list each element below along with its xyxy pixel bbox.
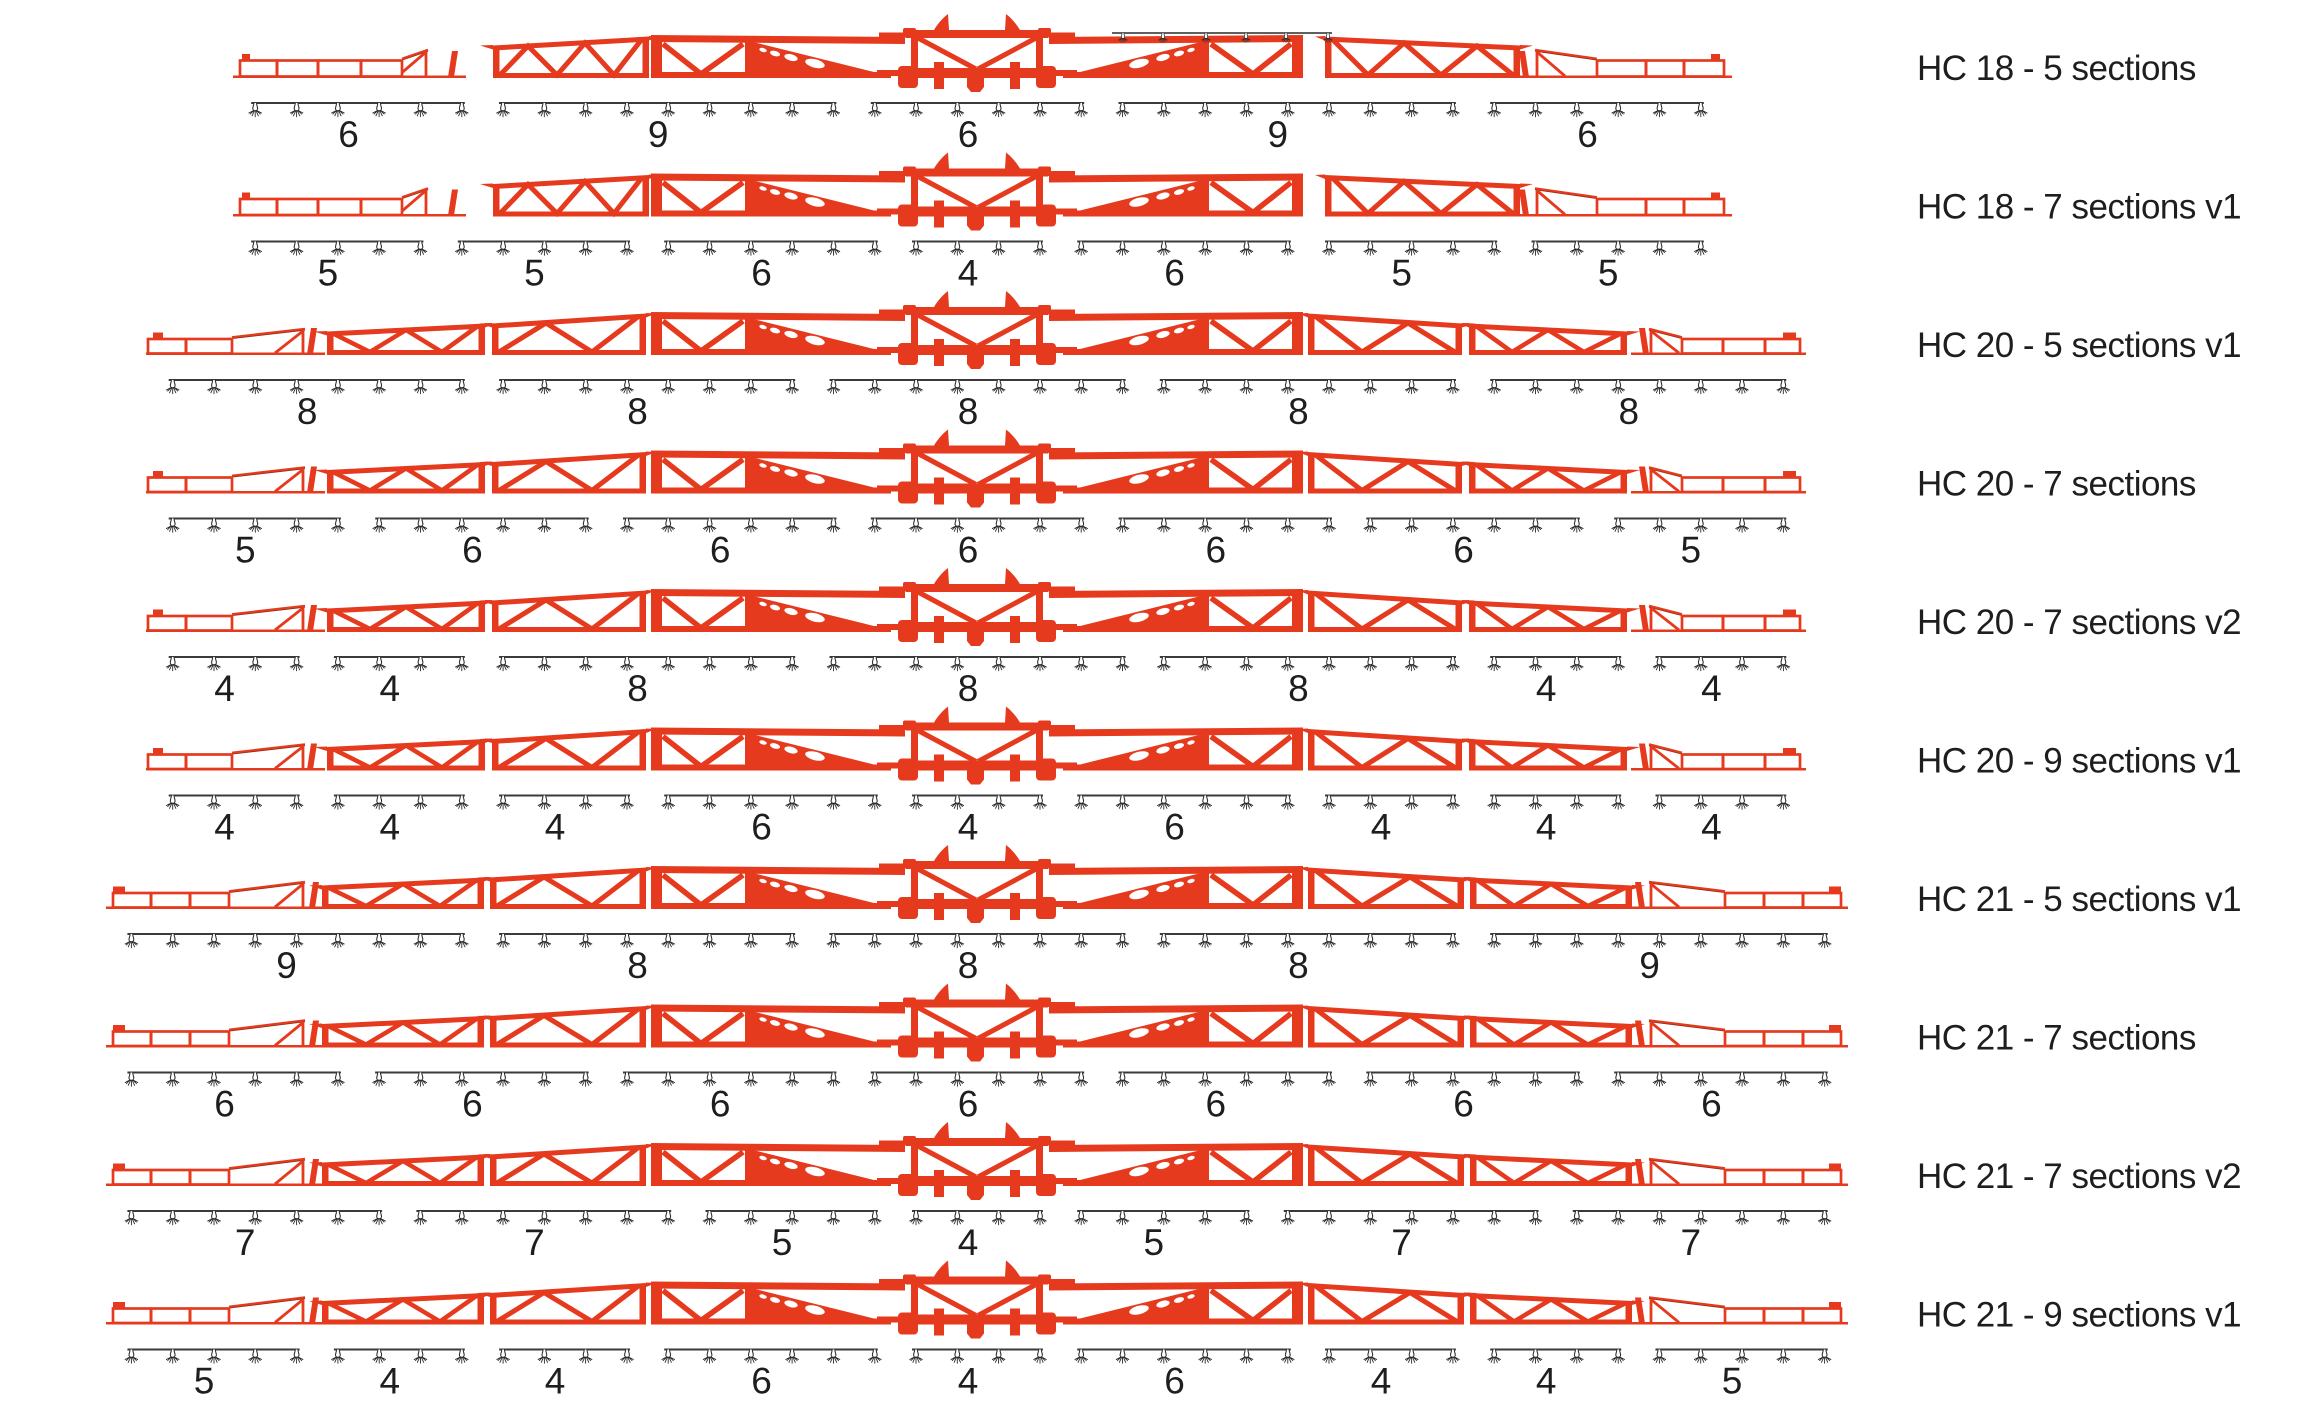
svg-text:9: 9 [276, 945, 297, 986]
svg-text:HC 21 - 9 sections v1: HC 21 - 9 sections v1 [1917, 1296, 2241, 1335]
svg-text:4: 4 [1701, 668, 1722, 709]
svg-text:8: 8 [627, 945, 648, 986]
svg-text:8: 8 [627, 668, 648, 709]
svg-text:8: 8 [1619, 391, 1640, 432]
svg-text:4: 4 [958, 253, 979, 294]
svg-text:8: 8 [958, 391, 979, 432]
svg-text:6: 6 [710, 1084, 731, 1125]
svg-text:6: 6 [958, 114, 979, 155]
svg-text:9: 9 [1268, 114, 1289, 155]
svg-text:4: 4 [214, 807, 235, 848]
svg-text:6: 6 [751, 1361, 772, 1402]
svg-text:7: 7 [1391, 1222, 1412, 1263]
svg-text:4: 4 [1371, 1361, 1392, 1402]
svg-text:6: 6 [1206, 1084, 1227, 1125]
svg-text:4: 4 [214, 668, 235, 709]
svg-text:6: 6 [710, 530, 731, 571]
svg-text:5: 5 [235, 530, 256, 571]
svg-text:6: 6 [1164, 807, 1185, 848]
svg-text:6: 6 [1453, 1084, 1474, 1125]
svg-text:6: 6 [1206, 530, 1227, 571]
svg-text:7: 7 [524, 1222, 545, 1263]
svg-text:4: 4 [380, 807, 401, 848]
svg-text:HC 20 - 9 sections v1: HC 20 - 9 sections v1 [1917, 742, 2241, 781]
svg-text:8: 8 [297, 391, 318, 432]
svg-text:4: 4 [958, 1222, 979, 1263]
svg-text:6: 6 [1453, 530, 1474, 571]
svg-text:5: 5 [1144, 1222, 1165, 1263]
svg-text:5: 5 [1722, 1361, 1743, 1402]
svg-text:5: 5 [318, 253, 339, 294]
svg-text:6: 6 [958, 1084, 979, 1125]
svg-text:6: 6 [338, 114, 359, 155]
svg-text:9: 9 [648, 114, 669, 155]
svg-text:6: 6 [1164, 1361, 1185, 1402]
svg-text:HC 21 - 7 sections v2: HC 21 - 7 sections v2 [1917, 1157, 2241, 1196]
svg-text:8: 8 [627, 391, 648, 432]
svg-text:7: 7 [235, 1222, 256, 1263]
svg-text:6: 6 [214, 1084, 235, 1125]
svg-text:4: 4 [1536, 1361, 1557, 1402]
svg-text:5: 5 [772, 1222, 793, 1263]
svg-text:9: 9 [1639, 945, 1660, 986]
svg-text:4: 4 [380, 668, 401, 709]
svg-text:6: 6 [1577, 114, 1598, 155]
svg-text:6: 6 [1164, 253, 1185, 294]
svg-text:HC 20 - 5 sections v1: HC 20 - 5 sections v1 [1917, 326, 2241, 365]
svg-text:6: 6 [462, 1084, 483, 1125]
svg-text:6: 6 [1701, 1084, 1722, 1125]
svg-text:HC 20 - 7 sections v2: HC 20 - 7 sections v2 [1917, 603, 2241, 642]
svg-text:HC 18 - 7 sections v1: HC 18 - 7 sections v1 [1917, 188, 2241, 227]
svg-text:5: 5 [524, 253, 545, 294]
svg-text:4: 4 [380, 1361, 401, 1402]
svg-text:4: 4 [1536, 807, 1557, 848]
svg-text:4: 4 [1536, 668, 1557, 709]
svg-text:6: 6 [751, 253, 772, 294]
svg-text:4: 4 [1701, 807, 1722, 848]
svg-text:5: 5 [1391, 253, 1412, 294]
svg-text:4: 4 [958, 1361, 979, 1402]
svg-text:5: 5 [1598, 253, 1619, 294]
svg-text:4: 4 [545, 807, 566, 848]
svg-text:8: 8 [1288, 668, 1309, 709]
svg-text:6: 6 [751, 807, 772, 848]
svg-text:6: 6 [958, 530, 979, 571]
svg-text:5: 5 [1681, 530, 1702, 571]
svg-text:8: 8 [1288, 391, 1309, 432]
svg-text:HC 18 - 5 sections: HC 18 - 5 sections [1917, 49, 2196, 88]
svg-text:5: 5 [194, 1361, 215, 1402]
svg-text:8: 8 [958, 945, 979, 986]
svg-text:6: 6 [462, 530, 483, 571]
svg-text:4: 4 [545, 1361, 566, 1402]
svg-text:8: 8 [958, 668, 979, 709]
svg-text:4: 4 [1371, 807, 1392, 848]
svg-text:HC 21 - 7 sections: HC 21 - 7 sections [1917, 1019, 2196, 1058]
svg-text:8: 8 [1288, 945, 1309, 986]
svg-text:4: 4 [958, 807, 979, 848]
svg-text:HC 21 - 5 sections v1: HC 21 - 5 sections v1 [1917, 880, 2241, 919]
svg-text:HC 20 - 7 sections: HC 20 - 7 sections [1917, 465, 2196, 504]
svg-text:7: 7 [1681, 1222, 1702, 1263]
